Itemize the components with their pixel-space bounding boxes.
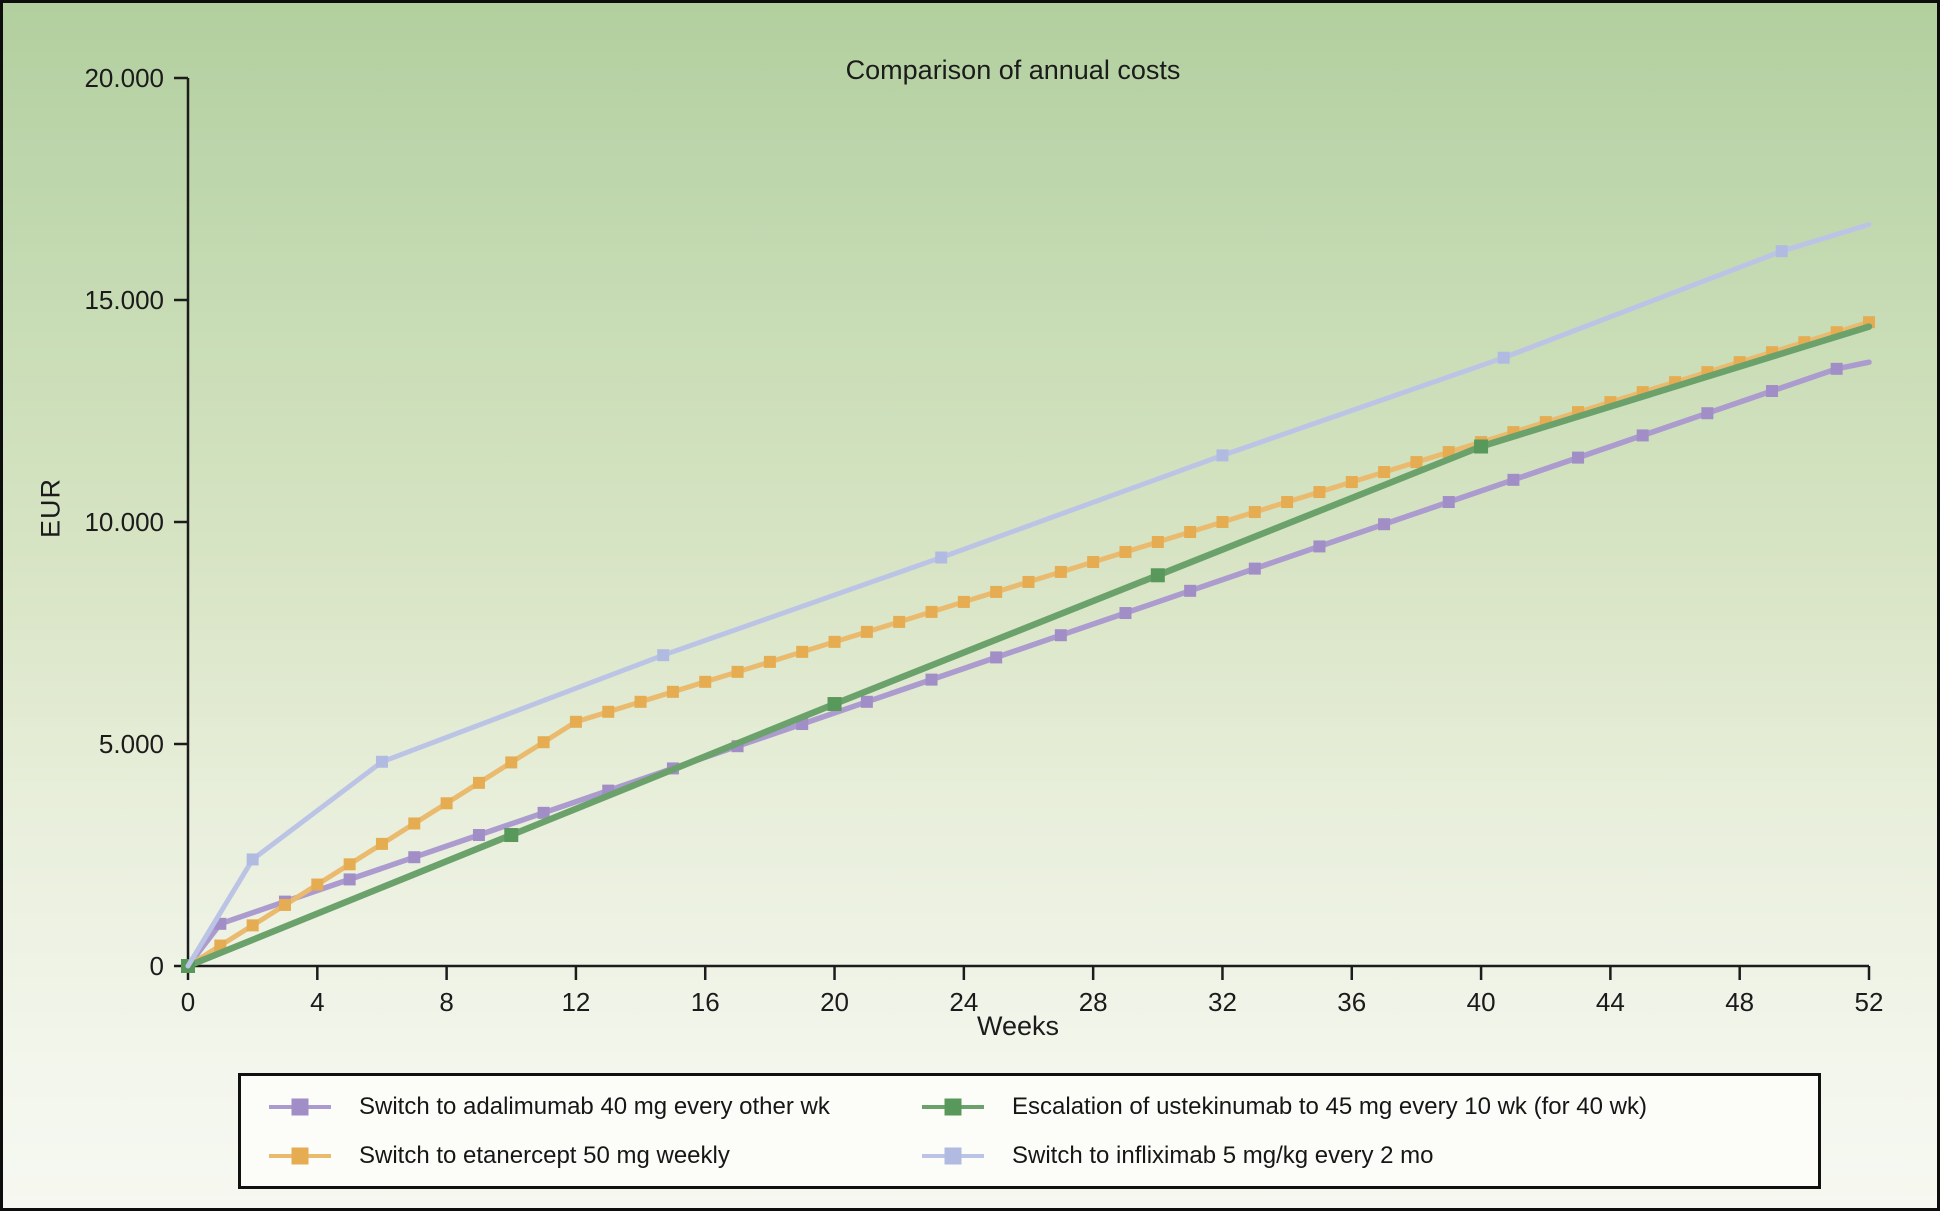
svg-text:28: 28 [1079, 987, 1108, 1017]
chart-title: Comparison of annual costs [845, 55, 1181, 85]
adalimumab-series-swatch-icon [269, 1098, 331, 1116]
legend-item-adalimumab: Switch to adalimumab 40 mg every other w… [269, 1093, 922, 1121]
legend-item-ustekinumab: Escalation of ustekinumab to 45 mg every… [922, 1093, 1808, 1121]
svg-text:52: 52 [1855, 987, 1884, 1017]
svg-text:4: 4 [310, 987, 324, 1017]
svg-text:48: 48 [1725, 987, 1754, 1017]
svg-text:5.000: 5.000 [99, 729, 164, 759]
svg-text:20.000: 20.000 [84, 63, 164, 93]
svg-text:10.000: 10.000 [84, 507, 164, 537]
ustekinumab-series-swatch-icon [922, 1098, 984, 1116]
legend-label-infliximab: Switch to infliximab 5 mg/kg every 2 mo [1012, 1141, 1434, 1169]
legend-item-infliximab: Switch to infliximab 5 mg/kg every 2 mo [922, 1142, 1808, 1170]
legend: Switch to adalimumab 40 mg every other w… [238, 1073, 1821, 1189]
svg-text:0: 0 [181, 987, 195, 1017]
legend-item-etanercept: Switch to etanercept 50 mg weekly [269, 1142, 922, 1170]
svg-text:0: 0 [150, 951, 164, 981]
legend-label-etanercept: Switch to etanercept 50 mg weekly [359, 1141, 730, 1169]
svg-text:20: 20 [820, 987, 849, 1017]
svg-text:16: 16 [691, 987, 720, 1017]
svg-text:32: 32 [1208, 987, 1237, 1017]
x-axis-title: Weeks [976, 1011, 1060, 1041]
legend-label-adalimumab: Switch to adalimumab 40 mg every other w… [359, 1092, 830, 1120]
svg-text:15.000: 15.000 [84, 285, 164, 315]
svg-text:36: 36 [1337, 987, 1366, 1017]
legend-label-ustekinumab: Escalation of ustekinumab to 45 mg every… [1012, 1092, 1647, 1120]
svg-text:44: 44 [1596, 987, 1625, 1017]
svg-text:40: 40 [1467, 987, 1496, 1017]
infliximab-series-swatch-icon [922, 1147, 984, 1165]
svg-text:24: 24 [949, 987, 978, 1017]
svg-text:12: 12 [561, 987, 590, 1017]
etanercept-series-swatch-icon [269, 1147, 331, 1165]
svg-text:8: 8 [439, 987, 453, 1017]
y-axis-title: EUR [35, 477, 66, 539]
